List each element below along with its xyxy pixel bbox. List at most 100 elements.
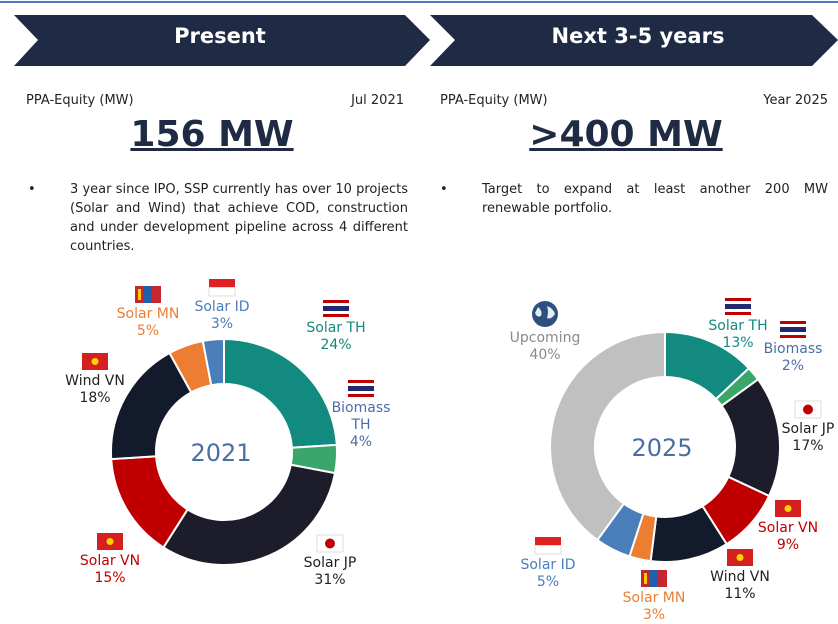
category: Solar JP bbox=[781, 421, 835, 437]
value-label: 3% bbox=[210, 316, 234, 332]
category: Solar MN bbox=[622, 590, 686, 606]
flag-stripe bbox=[780, 324, 806, 327]
category: Solar VN bbox=[757, 520, 819, 536]
donut-slice bbox=[162, 463, 337, 566]
flag-stripe bbox=[323, 314, 349, 317]
flag-stripe bbox=[725, 298, 751, 301]
header-chevron bbox=[14, 15, 430, 66]
donut-slice bbox=[549, 330, 666, 542]
value-label: 13% bbox=[722, 335, 754, 351]
slice-label: Solar ID 3% bbox=[194, 299, 249, 333]
value-label: 17% bbox=[792, 438, 824, 454]
flag-star bbox=[91, 358, 99, 365]
flag bbox=[644, 573, 647, 584]
category: Solar TH bbox=[708, 318, 768, 334]
flag-stripe bbox=[780, 335, 806, 338]
flag bbox=[535, 537, 561, 546]
bullet: 3 year since IPO, SSP currently has over… bbox=[28, 180, 408, 256]
category: Solar VN bbox=[79, 553, 141, 569]
center-label: 2021 bbox=[190, 439, 251, 467]
value-label: 24% bbox=[320, 337, 352, 353]
category: Upcoming bbox=[509, 330, 581, 346]
panel-date: Year 2025 bbox=[763, 93, 828, 108]
total: >400 MW bbox=[529, 114, 723, 155]
flag-stripe bbox=[348, 383, 374, 386]
slice-label: Solar JP 31% bbox=[304, 555, 357, 589]
flag bbox=[658, 570, 667, 587]
slice-label: Biomass 2% bbox=[764, 341, 823, 375]
flag-stripe bbox=[323, 300, 349, 303]
value-label: 5% bbox=[536, 574, 560, 590]
category: Solar MN bbox=[116, 306, 180, 322]
flag-stripe bbox=[780, 321, 806, 324]
category: Wind VN bbox=[710, 569, 770, 585]
panel-date: Jul 2021 bbox=[351, 93, 404, 108]
header-chevron bbox=[430, 15, 838, 66]
flag-stripe bbox=[348, 394, 374, 397]
slice-label: Solar MN 3% bbox=[623, 590, 686, 624]
flag-stripe bbox=[780, 327, 806, 332]
slice-label: Solar MN 5% bbox=[117, 306, 180, 340]
flag-stripe bbox=[323, 306, 349, 311]
value-label: 40% bbox=[529, 347, 561, 363]
category: Solar ID bbox=[194, 299, 250, 315]
flag bbox=[208, 287, 236, 297]
slice-label: Solar ID 5% bbox=[520, 557, 575, 591]
flag bbox=[152, 286, 161, 303]
value-label: 5% bbox=[136, 323, 160, 339]
value-label: 2% bbox=[781, 358, 805, 374]
category: Solar TH bbox=[306, 320, 366, 336]
flag-stripe bbox=[323, 303, 349, 306]
donut-slice bbox=[201, 337, 225, 387]
slice-label: Solar TH 24% bbox=[306, 320, 365, 354]
slice-label: Solar VN 15% bbox=[80, 553, 140, 587]
flag-stripe bbox=[725, 304, 751, 309]
flag-stripe bbox=[323, 311, 349, 314]
flag bbox=[534, 545, 562, 555]
slice-label: Biomass TH 4% bbox=[329, 400, 393, 451]
flag bbox=[138, 289, 141, 300]
value-label: 4% bbox=[349, 434, 373, 450]
header: Present bbox=[174, 24, 266, 48]
flag-star bbox=[784, 505, 792, 512]
category: Solar ID bbox=[520, 557, 576, 573]
flag-stripe bbox=[348, 391, 374, 394]
flag-dot bbox=[803, 404, 813, 415]
value-label: 31% bbox=[314, 572, 346, 588]
flag-dot bbox=[325, 538, 335, 549]
flag-star bbox=[736, 554, 744, 561]
header: Next 3-5 years bbox=[551, 24, 725, 48]
center-label: 2025 bbox=[631, 434, 692, 462]
value-label: 18% bbox=[79, 390, 111, 406]
category: Biomass bbox=[763, 341, 823, 357]
panel-label: PPA-Equity (MW) bbox=[440, 93, 548, 108]
flag-stripe bbox=[780, 332, 806, 335]
total: 156 MW bbox=[130, 114, 294, 155]
flag bbox=[209, 279, 235, 288]
category: Wind VN bbox=[65, 373, 125, 389]
slice-label: Upcoming 40% bbox=[510, 330, 581, 364]
flag-stripe bbox=[348, 380, 374, 383]
slice-label: Solar TH 13% bbox=[708, 318, 767, 352]
value-label: 3% bbox=[642, 607, 666, 623]
flag-star bbox=[106, 538, 114, 545]
slice-label: Wind VN 18% bbox=[65, 373, 125, 407]
slice-label: Solar VN 9% bbox=[758, 520, 818, 554]
slice-label: Wind VN 11% bbox=[710, 569, 770, 603]
flag-stripe bbox=[725, 312, 751, 315]
flag-stripe bbox=[725, 309, 751, 312]
value-label: 9% bbox=[776, 537, 800, 553]
flag-stripe bbox=[348, 386, 374, 391]
value-label: 11% bbox=[724, 586, 756, 602]
value-label: 15% bbox=[94, 570, 126, 586]
globe-land bbox=[535, 306, 555, 319]
donut-slice bbox=[223, 337, 338, 449]
panel-label: PPA-Equity (MW) bbox=[26, 93, 134, 108]
slice-label: Solar JP 17% bbox=[782, 421, 835, 455]
flag-stripe bbox=[725, 301, 751, 304]
category: Solar JP bbox=[303, 555, 357, 571]
category: Biomass TH bbox=[331, 400, 391, 433]
bullet: Target to expand at least another 200 MW… bbox=[440, 180, 828, 218]
